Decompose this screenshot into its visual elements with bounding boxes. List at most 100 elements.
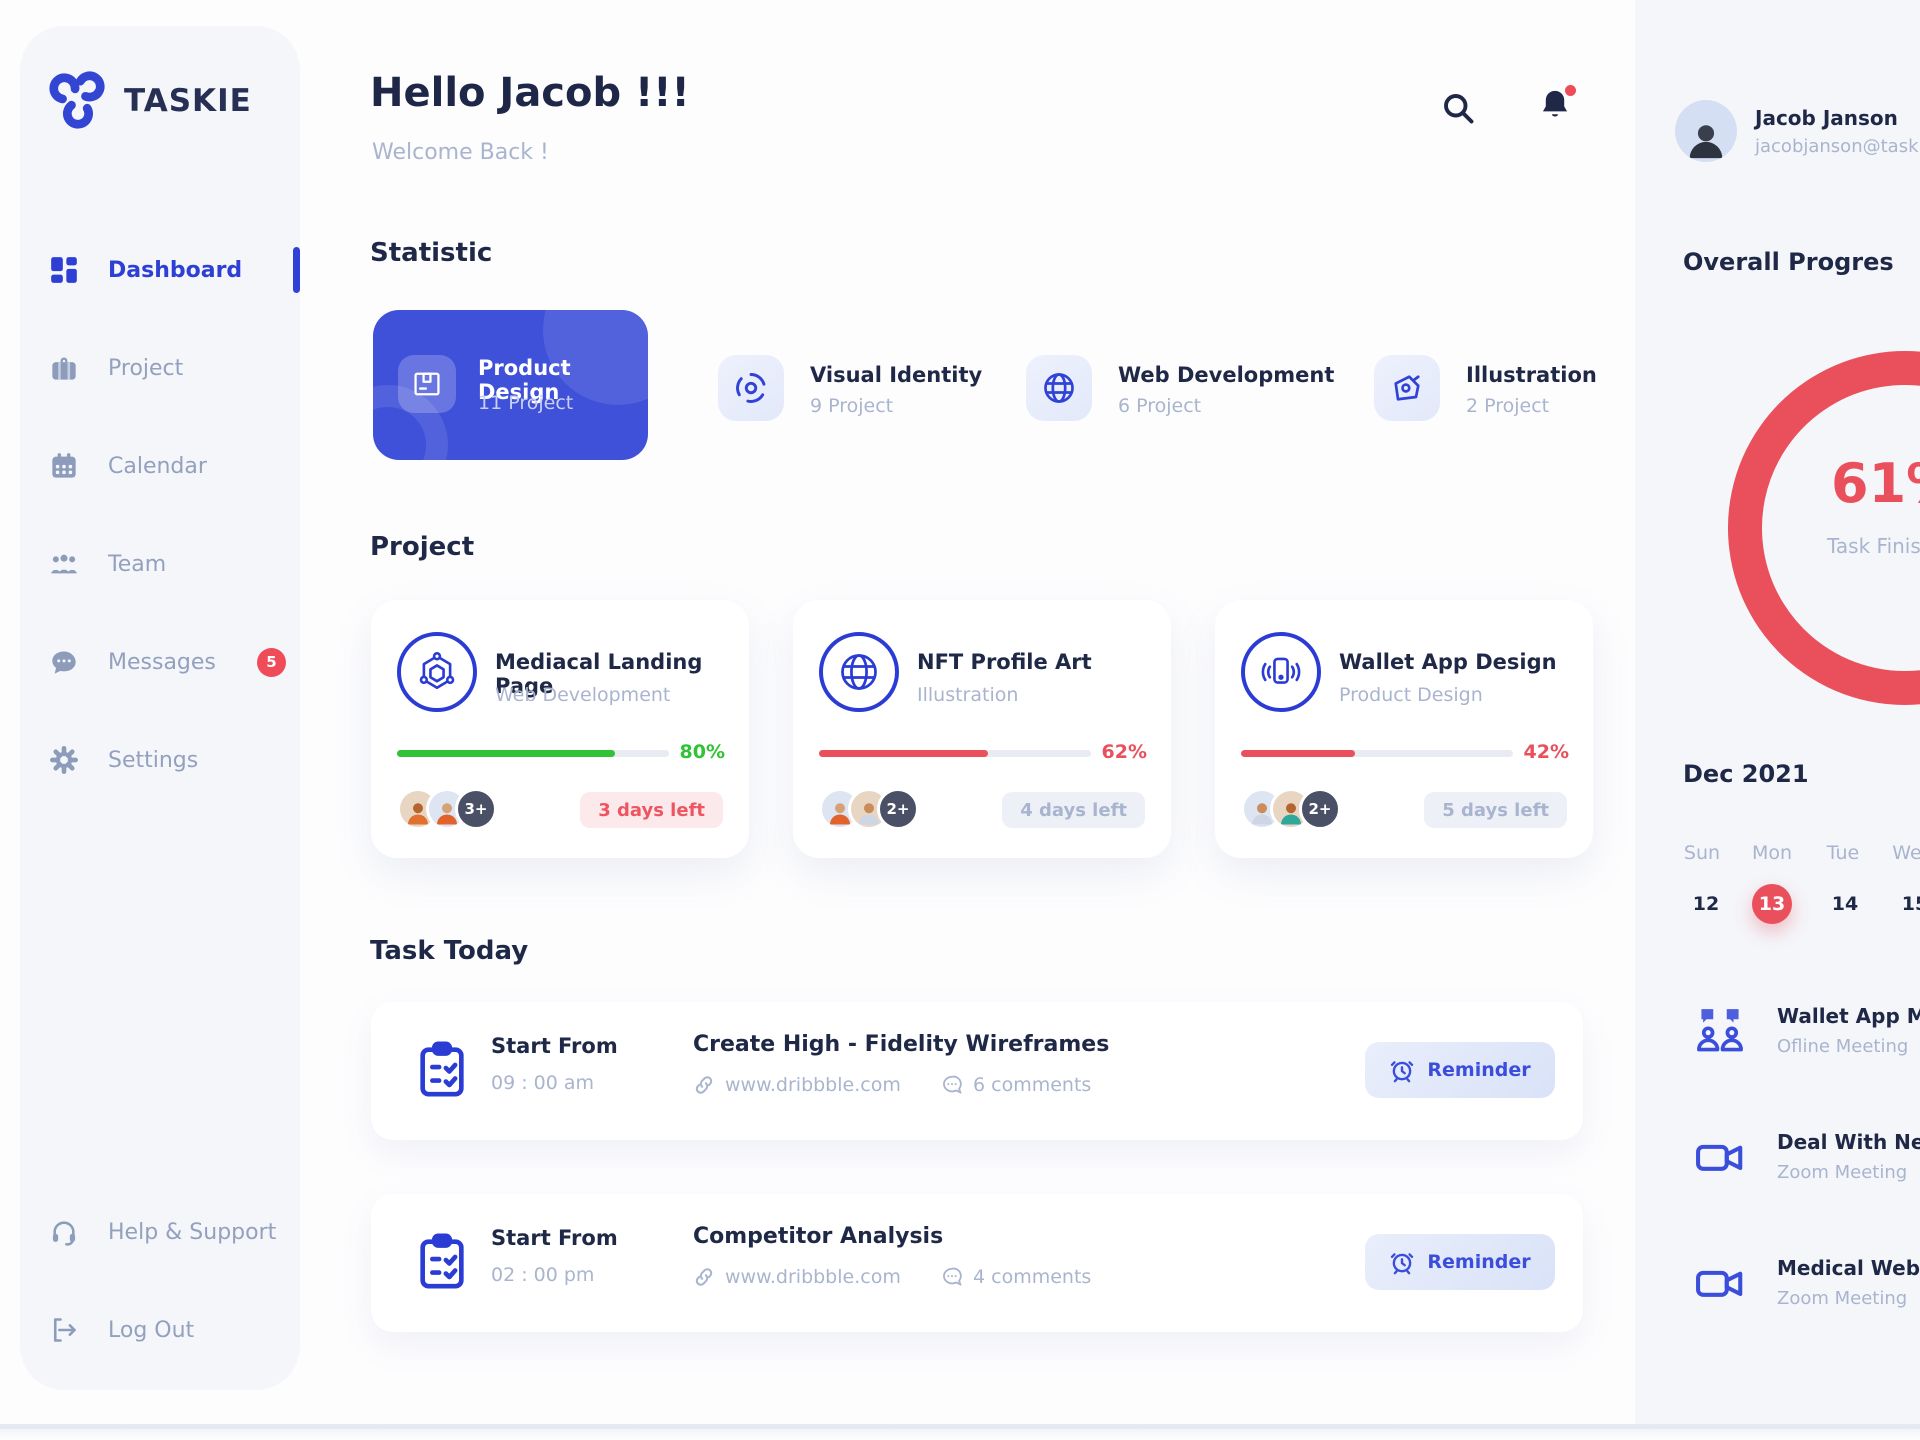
sidebar-item-label: Project xyxy=(108,355,184,381)
task-comments[interactable]: 6 comments xyxy=(941,1074,1091,1096)
brand-logo: TASKIE xyxy=(46,70,252,132)
sidebar-item-messages[interactable]: Messages 5 xyxy=(20,635,300,689)
meeting-title: Wallet App Mee xyxy=(1777,1004,1920,1028)
stat-title: Illustration xyxy=(1466,363,1597,387)
task-row[interactable]: Start From 09 : 00 am Create High - Fide… xyxy=(371,1002,1583,1140)
stat-card-illustration[interactable]: Illustration 2 Project xyxy=(1374,355,1597,421)
stat-count: 2 Project xyxy=(1466,395,1550,417)
sidebar-item-label: Messages xyxy=(108,649,216,675)
project-card[interactable]: Wallet App Design Product Design 42% 2+ … xyxy=(1215,600,1593,858)
task-link[interactable]: www.dribbble.com xyxy=(693,1074,901,1096)
sidebar-item-label: Dashboard xyxy=(108,257,243,283)
phone-vibrate-icon xyxy=(1241,632,1321,712)
stat-title: Visual Identity xyxy=(810,363,983,387)
sidebar-item-project[interactable]: Project xyxy=(20,341,300,395)
gear-icon xyxy=(50,746,78,774)
member-avatars: 3+ xyxy=(397,788,497,830)
sidebar-item-team[interactable]: Team xyxy=(20,537,300,591)
task-comments[interactable]: 4 comments xyxy=(941,1266,1091,1288)
task-section-title: Task Today xyxy=(370,936,529,966)
reminder-button[interactable]: Reminder xyxy=(1365,1234,1555,1290)
app-bottom-edge xyxy=(0,1424,1920,1429)
task-link-text: www.dribbble.com xyxy=(725,1074,901,1096)
avatar-more-badge: 3+ xyxy=(455,788,497,830)
stat-card-web-development[interactable]: Web Development 6 Project xyxy=(1026,355,1334,421)
stat-count: 11 Project xyxy=(478,392,574,414)
link-icon xyxy=(693,1266,715,1288)
video-camera-icon xyxy=(1693,1130,1747,1184)
messages-unread-badge: 5 xyxy=(257,647,286,677)
reminder-label: Reminder xyxy=(1427,1059,1531,1081)
sidebar-item-label: Log Out xyxy=(108,1317,195,1343)
sidebar-item-label: Calendar xyxy=(108,453,207,479)
page-title: Hello Jacob !!! xyxy=(370,70,690,116)
calendar-day-label: Mon xyxy=(1751,842,1793,864)
project-category: Web Development xyxy=(495,684,671,706)
task-comments-text: 6 comments xyxy=(973,1074,1092,1096)
meeting-type: Zoom Meeting xyxy=(1777,1288,1908,1309)
calendar-day-label: Tue xyxy=(1826,842,1860,864)
progress-percent: 62% xyxy=(1101,741,1147,763)
comment-icon xyxy=(941,1266,963,1288)
task-time: 02 : 00 pm xyxy=(491,1264,595,1286)
stat-card-product-design[interactable]: Product Design 11 Project xyxy=(373,310,648,460)
reminder-label: Reminder xyxy=(1427,1251,1531,1273)
brand-name: TASKIE xyxy=(124,83,252,119)
project-title: NFT Profile Art xyxy=(917,650,1092,674)
task-link[interactable]: www.dribbble.com xyxy=(693,1266,901,1288)
calendar-date[interactable]: 12 xyxy=(1692,893,1720,915)
meeting-type: Zoom Meeting xyxy=(1777,1162,1908,1183)
progress-percent: 80% xyxy=(679,741,725,763)
task-comments-text: 4 comments xyxy=(973,1266,1092,1288)
page-subtitle: Welcome Back ! xyxy=(372,140,549,165)
project-card[interactable]: NFT Profile Art Illustration 62% 2+ 4 da… xyxy=(793,600,1171,858)
overall-progress-percent: 61% xyxy=(1831,452,1920,515)
sidebar-item-logout[interactable]: Log Out xyxy=(20,1303,300,1357)
sidebar-item-dashboard[interactable]: Dashboard xyxy=(20,243,300,297)
profile-name[interactable]: Jacob Janson xyxy=(1755,106,1898,130)
meeting-item[interactable]: Wallet App Mee Ofline Meeting xyxy=(1693,1004,1920,1058)
task-row[interactable]: Start From 02 : 00 pm Competitor Analysi… xyxy=(371,1194,1583,1332)
meeting-item[interactable]: Medical Web M Zoom Meeting xyxy=(1693,1256,1920,1310)
alarm-clock-icon xyxy=(1389,1057,1415,1083)
calendar-date[interactable]: 15 xyxy=(1901,893,1920,915)
notifications-bell-icon[interactable] xyxy=(1538,85,1576,124)
logout-icon xyxy=(50,1316,78,1344)
calendar-day-label: Wed xyxy=(1892,842,1920,864)
package-icon xyxy=(398,355,456,413)
globe-icon xyxy=(1026,355,1092,421)
search-icon[interactable] xyxy=(1440,90,1476,126)
briefcase-icon xyxy=(50,354,78,382)
meeting-item[interactable]: Deal With New Zoom Meeting xyxy=(1693,1130,1920,1184)
member-avatars: 2+ xyxy=(1241,788,1341,830)
calendar-date[interactable]: 14 xyxy=(1831,893,1859,915)
sidebar-item-settings[interactable]: Settings xyxy=(20,733,300,787)
task-name: Create High - Fidelity Wireframes xyxy=(693,1032,1110,1057)
avatar[interactable] xyxy=(1675,100,1737,162)
days-left-badge: 4 days left xyxy=(1002,792,1145,828)
overall-progress-title: Overall Progres xyxy=(1683,248,1894,276)
people-chat-icon xyxy=(1693,1004,1747,1058)
right-panel: Jacob Janson jacobjanson@task Overall Pr… xyxy=(1635,0,1920,1440)
stat-count: 6 Project xyxy=(1118,395,1202,417)
sidebar-item-help-support[interactable]: Help & Support xyxy=(20,1205,300,1259)
swirl-icon xyxy=(718,355,784,421)
reminder-button[interactable]: Reminder xyxy=(1365,1042,1555,1098)
stat-card-visual-identity[interactable]: Visual Identity 9 Project xyxy=(718,355,982,421)
calendar-day-label: Sun xyxy=(1683,842,1721,864)
notification-dot xyxy=(1565,85,1576,96)
calendar-icon xyxy=(50,452,78,480)
avatar-more-badge: 2+ xyxy=(877,788,919,830)
overall-progress-ring xyxy=(1728,351,1920,705)
sidebar-item-calendar[interactable]: Calendar xyxy=(20,439,300,493)
days-left-badge: 3 days left xyxy=(580,792,723,828)
task-link-text: www.dribbble.com xyxy=(725,1266,901,1288)
project-card[interactable]: Mediacal Landing Page Web Development 80… xyxy=(371,600,749,858)
dashboard-icon xyxy=(50,256,78,284)
task-start-label: Start From xyxy=(491,1034,618,1058)
stat-count: 9 Project xyxy=(810,395,894,417)
clipboard-icon xyxy=(413,1040,471,1098)
sidebar: TASKIE Dashboard Project xyxy=(20,26,300,1390)
calendar-date-selected[interactable]: 13 xyxy=(1752,884,1792,924)
calendar-month: Dec 2021 xyxy=(1683,760,1809,788)
